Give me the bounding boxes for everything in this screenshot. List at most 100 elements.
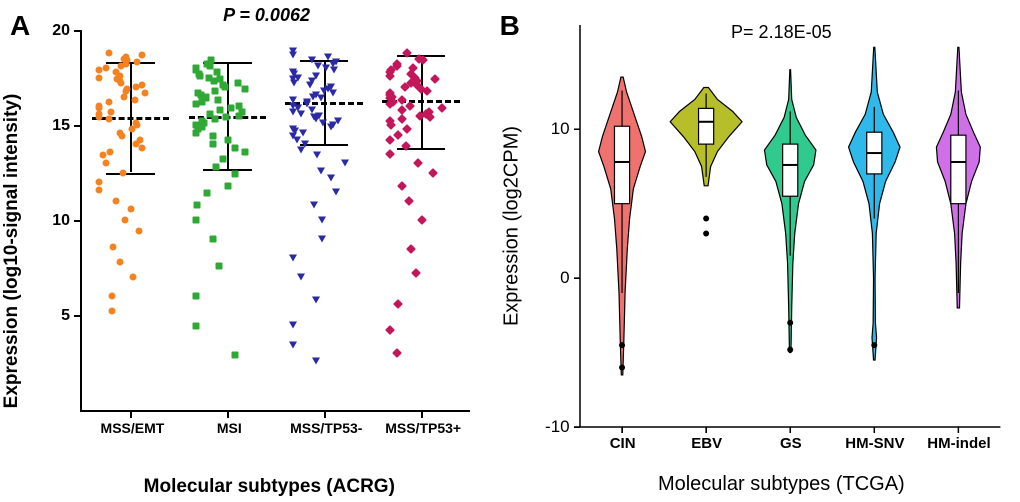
panel-a-point xyxy=(216,262,223,269)
panel-a-point xyxy=(105,116,112,123)
panel-a-point xyxy=(234,80,241,87)
panel-a-point xyxy=(209,133,216,140)
boxplot-box xyxy=(950,135,965,203)
boxplot-box xyxy=(614,126,629,203)
panel-a: A P = 0.0062 Expression (log10-signal in… xyxy=(0,0,490,502)
panel-a-ytick: 20 xyxy=(74,30,80,32)
panel-b-ylabel: Expression (log2CPM) xyxy=(500,126,523,326)
panel-a-point xyxy=(329,89,337,96)
panel-a-point xyxy=(96,66,103,73)
panel-b-label: B xyxy=(500,10,520,42)
panel-a-point xyxy=(241,148,248,155)
panel-a-point xyxy=(241,85,248,92)
panel-a-ytick: 5 xyxy=(74,315,80,317)
panel-a-point xyxy=(224,182,231,189)
boxplot-outlier xyxy=(871,342,877,348)
panel-a-point xyxy=(96,186,103,193)
panel-a-xtick: MSI xyxy=(227,412,229,418)
panel-a-point xyxy=(107,148,114,155)
panel-b-xtick: HM-indel xyxy=(958,427,959,433)
panel-b-xtick: HM-SNV xyxy=(874,427,875,433)
panel-b-ytick: 10 xyxy=(574,129,580,130)
panel-b: B P= 2.18E-05 Expression (log2CPM) Molec… xyxy=(490,0,1020,502)
panel-a-label: A xyxy=(10,10,30,42)
panel-a-point xyxy=(393,299,403,309)
panel-b-ytick: -10 xyxy=(574,427,580,428)
panel-a-point xyxy=(430,74,440,84)
panel-a-point xyxy=(392,348,402,358)
panel-b-xlabel: Molecular subtypes (TCGA) xyxy=(658,473,905,496)
panel-a-point xyxy=(129,274,136,281)
panel-a-point xyxy=(113,198,120,205)
panel-a-point xyxy=(318,236,326,243)
panel-a-point xyxy=(402,124,412,134)
panel-a-point xyxy=(406,244,416,254)
panel-a-group xyxy=(82,30,179,410)
panel-a-point xyxy=(211,78,218,85)
panel-b-ytick: 0 xyxy=(574,278,580,279)
panel-a-xtick: MSS/TP53+ xyxy=(421,412,423,418)
boxplot-outlier xyxy=(787,347,793,353)
panel-a-point xyxy=(385,149,395,159)
panel-a-point xyxy=(319,120,327,127)
boxplot-box xyxy=(782,144,797,196)
panel-a-point xyxy=(299,129,307,136)
panel-a-point xyxy=(223,114,230,121)
panel-a-point xyxy=(397,181,407,191)
panel-a-point xyxy=(193,217,200,224)
panel-a-point xyxy=(212,163,219,170)
panel-a-ytick: 15 xyxy=(74,125,80,127)
boxplot-outlier xyxy=(787,320,793,326)
panel-a-xtick: MSS/EMT xyxy=(130,412,132,418)
panel-a-point xyxy=(297,110,305,117)
panel-a-point xyxy=(228,104,235,111)
boxplot-box xyxy=(698,108,713,144)
panel-b-xtick: GS xyxy=(790,427,791,433)
panel-a-point xyxy=(109,243,116,250)
panel-a-point xyxy=(310,201,318,208)
panel-a-point xyxy=(317,95,325,102)
panel-a-point xyxy=(425,112,435,122)
panel-a-point xyxy=(393,130,403,140)
panel-a-point xyxy=(193,293,200,300)
panel-a-point xyxy=(116,258,123,265)
panel-a-point xyxy=(289,51,297,58)
panel-a-point xyxy=(193,201,200,208)
panel-a-point xyxy=(312,296,320,303)
panel-a-point xyxy=(231,351,238,358)
boxplot-outlier xyxy=(619,342,625,348)
panel-a-point xyxy=(102,160,109,167)
panel-a-point xyxy=(385,135,395,145)
panel-a-point xyxy=(404,196,414,206)
panel-a-point xyxy=(121,217,128,224)
panel-a-point xyxy=(193,323,200,330)
panel-a-point xyxy=(341,160,349,167)
panel-a-point xyxy=(417,215,427,225)
panel-a-point xyxy=(385,325,395,335)
panel-a-point xyxy=(138,51,145,58)
panel-a-point xyxy=(105,99,112,106)
panel-a-point xyxy=(193,101,200,108)
panel-a-point xyxy=(327,175,335,182)
panel-a-point xyxy=(324,53,332,60)
panel-b-plot: -10010CINEBVGSHM-SNVHM-indel xyxy=(580,25,1000,427)
panel-a-plot: 5101520MSS/EMTMSIMSS/TP53-MSS/TP53+ xyxy=(80,30,470,412)
panel-b-xtick: EBV xyxy=(706,427,707,433)
panel-a-point xyxy=(106,49,113,56)
panel-a-point xyxy=(131,97,138,104)
panel-a-point xyxy=(142,89,149,96)
panel-a-point xyxy=(437,103,447,113)
panel-a-point xyxy=(290,80,298,87)
panel-a-point xyxy=(232,171,239,178)
panel-a-point xyxy=(221,84,228,91)
panel-a-point xyxy=(235,112,242,119)
panel-a-ytick: 10 xyxy=(74,220,80,222)
panel-a-point xyxy=(96,114,103,121)
panel-a-point xyxy=(397,114,407,124)
panel-a-point xyxy=(96,74,103,81)
panel-a-group xyxy=(179,30,276,410)
panel-a-xtick: MSS/TP53- xyxy=(324,412,326,418)
boxplot-outlier xyxy=(703,216,709,222)
panel-a-point xyxy=(330,66,338,73)
panel-a-point xyxy=(289,342,297,349)
